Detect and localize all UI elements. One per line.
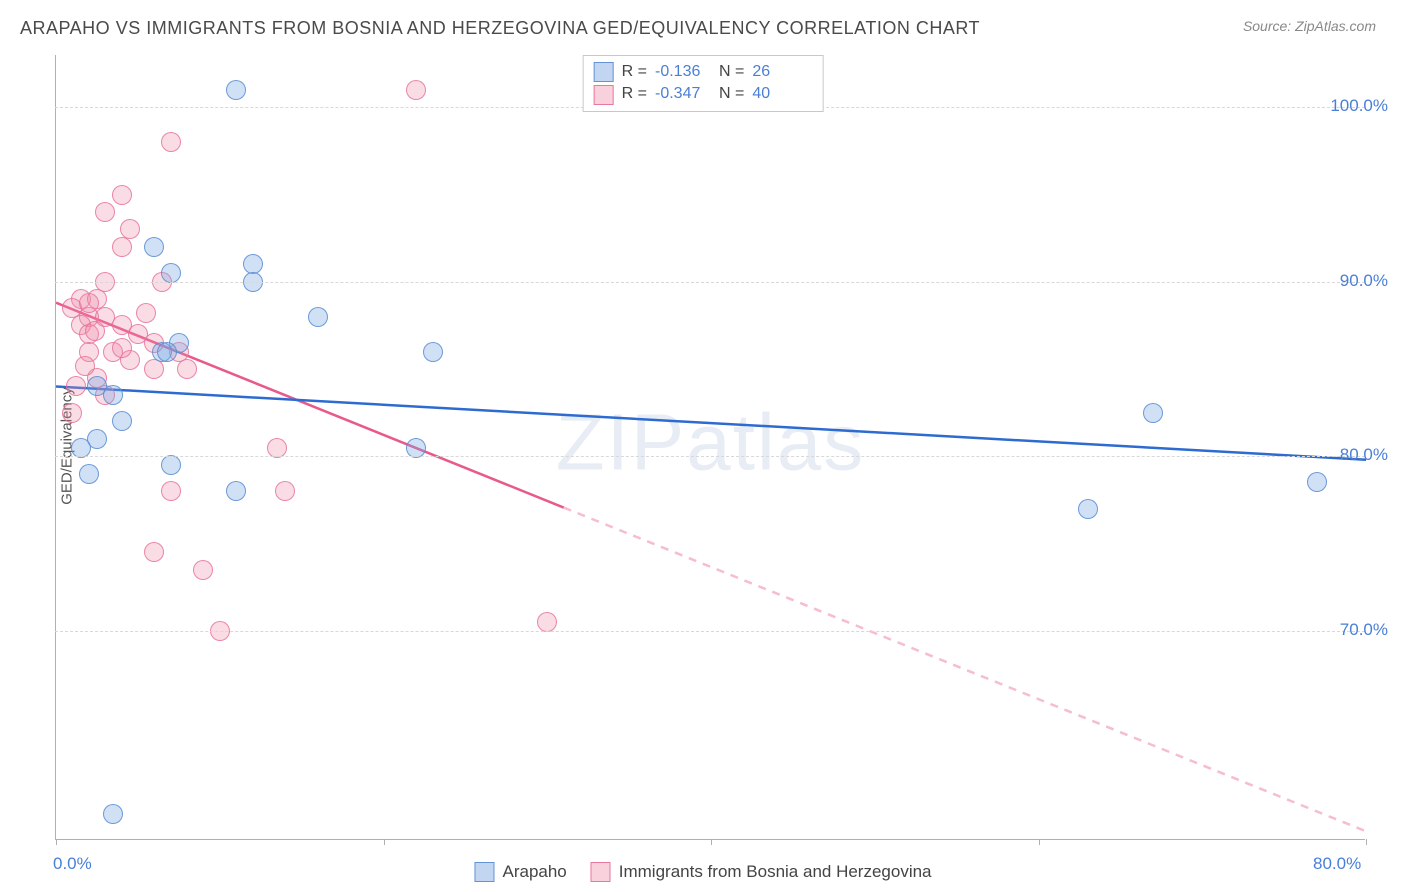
scatter-point xyxy=(112,338,132,358)
legend-r-value: -0.136 xyxy=(655,61,711,83)
scatter-point xyxy=(193,560,213,580)
scatter-point xyxy=(144,359,164,379)
scatter-point xyxy=(71,438,91,458)
scatter-point xyxy=(267,438,287,458)
scatter-point xyxy=(112,237,132,257)
gridline xyxy=(55,456,1365,457)
legend-bottom-label: Immigrants from Bosnia and Herzegovina xyxy=(619,862,932,882)
scatter-point xyxy=(95,202,115,222)
legend-n-value: 40 xyxy=(752,83,808,105)
plot-area: ZIPatlas xyxy=(55,55,1365,840)
scatter-point xyxy=(112,411,132,431)
scatter-point xyxy=(537,612,557,632)
scatter-point xyxy=(423,342,443,362)
ytick-label: 100.0% xyxy=(1330,96,1388,116)
scatter-point xyxy=(161,132,181,152)
source-label: Source: ZipAtlas.com xyxy=(1243,18,1376,34)
legend-bottom: Arapaho Immigrants from Bosnia and Herze… xyxy=(474,862,931,882)
scatter-point xyxy=(112,185,132,205)
xtick xyxy=(1366,839,1367,845)
legend-n-label: N = xyxy=(719,83,744,105)
scatter-point xyxy=(157,342,177,362)
scatter-point xyxy=(1143,403,1163,423)
scatter-point xyxy=(226,80,246,100)
ytick-label: 90.0% xyxy=(1340,271,1388,291)
svg-layer xyxy=(56,55,1366,840)
scatter-point xyxy=(275,481,295,501)
scatter-point xyxy=(62,403,82,423)
xtick xyxy=(1039,839,1040,845)
scatter-point xyxy=(1307,472,1327,492)
gridline xyxy=(55,631,1365,632)
scatter-point xyxy=(177,359,197,379)
ytick-label: 80.0% xyxy=(1340,445,1388,465)
gridline xyxy=(55,282,1365,283)
legend-r-label: R = xyxy=(622,61,647,83)
xtick xyxy=(384,839,385,845)
legend-top: R = -0.136 N = 26 R = -0.347 N = 40 xyxy=(583,55,824,112)
xtick xyxy=(56,839,57,845)
scatter-point xyxy=(144,237,164,257)
scatter-point xyxy=(79,464,99,484)
scatter-point xyxy=(1078,499,1098,519)
scatter-point xyxy=(161,455,181,475)
xtick xyxy=(711,839,712,845)
xtick-label: 80.0% xyxy=(1313,854,1361,874)
watermark: ZIPatlas xyxy=(556,396,865,488)
legend-top-row-2: R = -0.347 N = 40 xyxy=(594,83,809,105)
xtick-label: 0.0% xyxy=(53,854,92,874)
scatter-point xyxy=(103,385,123,405)
scatter-point xyxy=(85,321,105,341)
legend-swatch-pink xyxy=(591,862,611,882)
scatter-point xyxy=(406,80,426,100)
scatter-point xyxy=(103,804,123,824)
legend-bottom-item: Immigrants from Bosnia and Herzegovina xyxy=(591,862,932,882)
scatter-point xyxy=(226,481,246,501)
scatter-point xyxy=(66,376,86,396)
legend-top-row-1: R = -0.136 N = 26 xyxy=(594,61,809,83)
scatter-point xyxy=(144,542,164,562)
legend-swatch-pink xyxy=(594,85,614,105)
legend-bottom-label: Arapaho xyxy=(502,862,566,882)
scatter-point xyxy=(161,263,181,283)
scatter-point xyxy=(406,438,426,458)
scatter-point xyxy=(136,303,156,323)
legend-r-label: R = xyxy=(622,83,647,105)
legend-n-label: N = xyxy=(719,61,744,83)
scatter-point xyxy=(308,307,328,327)
legend-n-value: 26 xyxy=(752,61,808,83)
legend-swatch-blue xyxy=(594,62,614,82)
legend-r-value: -0.347 xyxy=(655,83,711,105)
scatter-point xyxy=(161,481,181,501)
scatter-point xyxy=(79,293,99,313)
ytick-label: 70.0% xyxy=(1340,620,1388,640)
scatter-point xyxy=(75,356,95,376)
legend-swatch-blue xyxy=(474,862,494,882)
legend-bottom-item: Arapaho xyxy=(474,862,566,882)
chart-title: ARAPAHO VS IMMIGRANTS FROM BOSNIA AND HE… xyxy=(20,18,980,39)
